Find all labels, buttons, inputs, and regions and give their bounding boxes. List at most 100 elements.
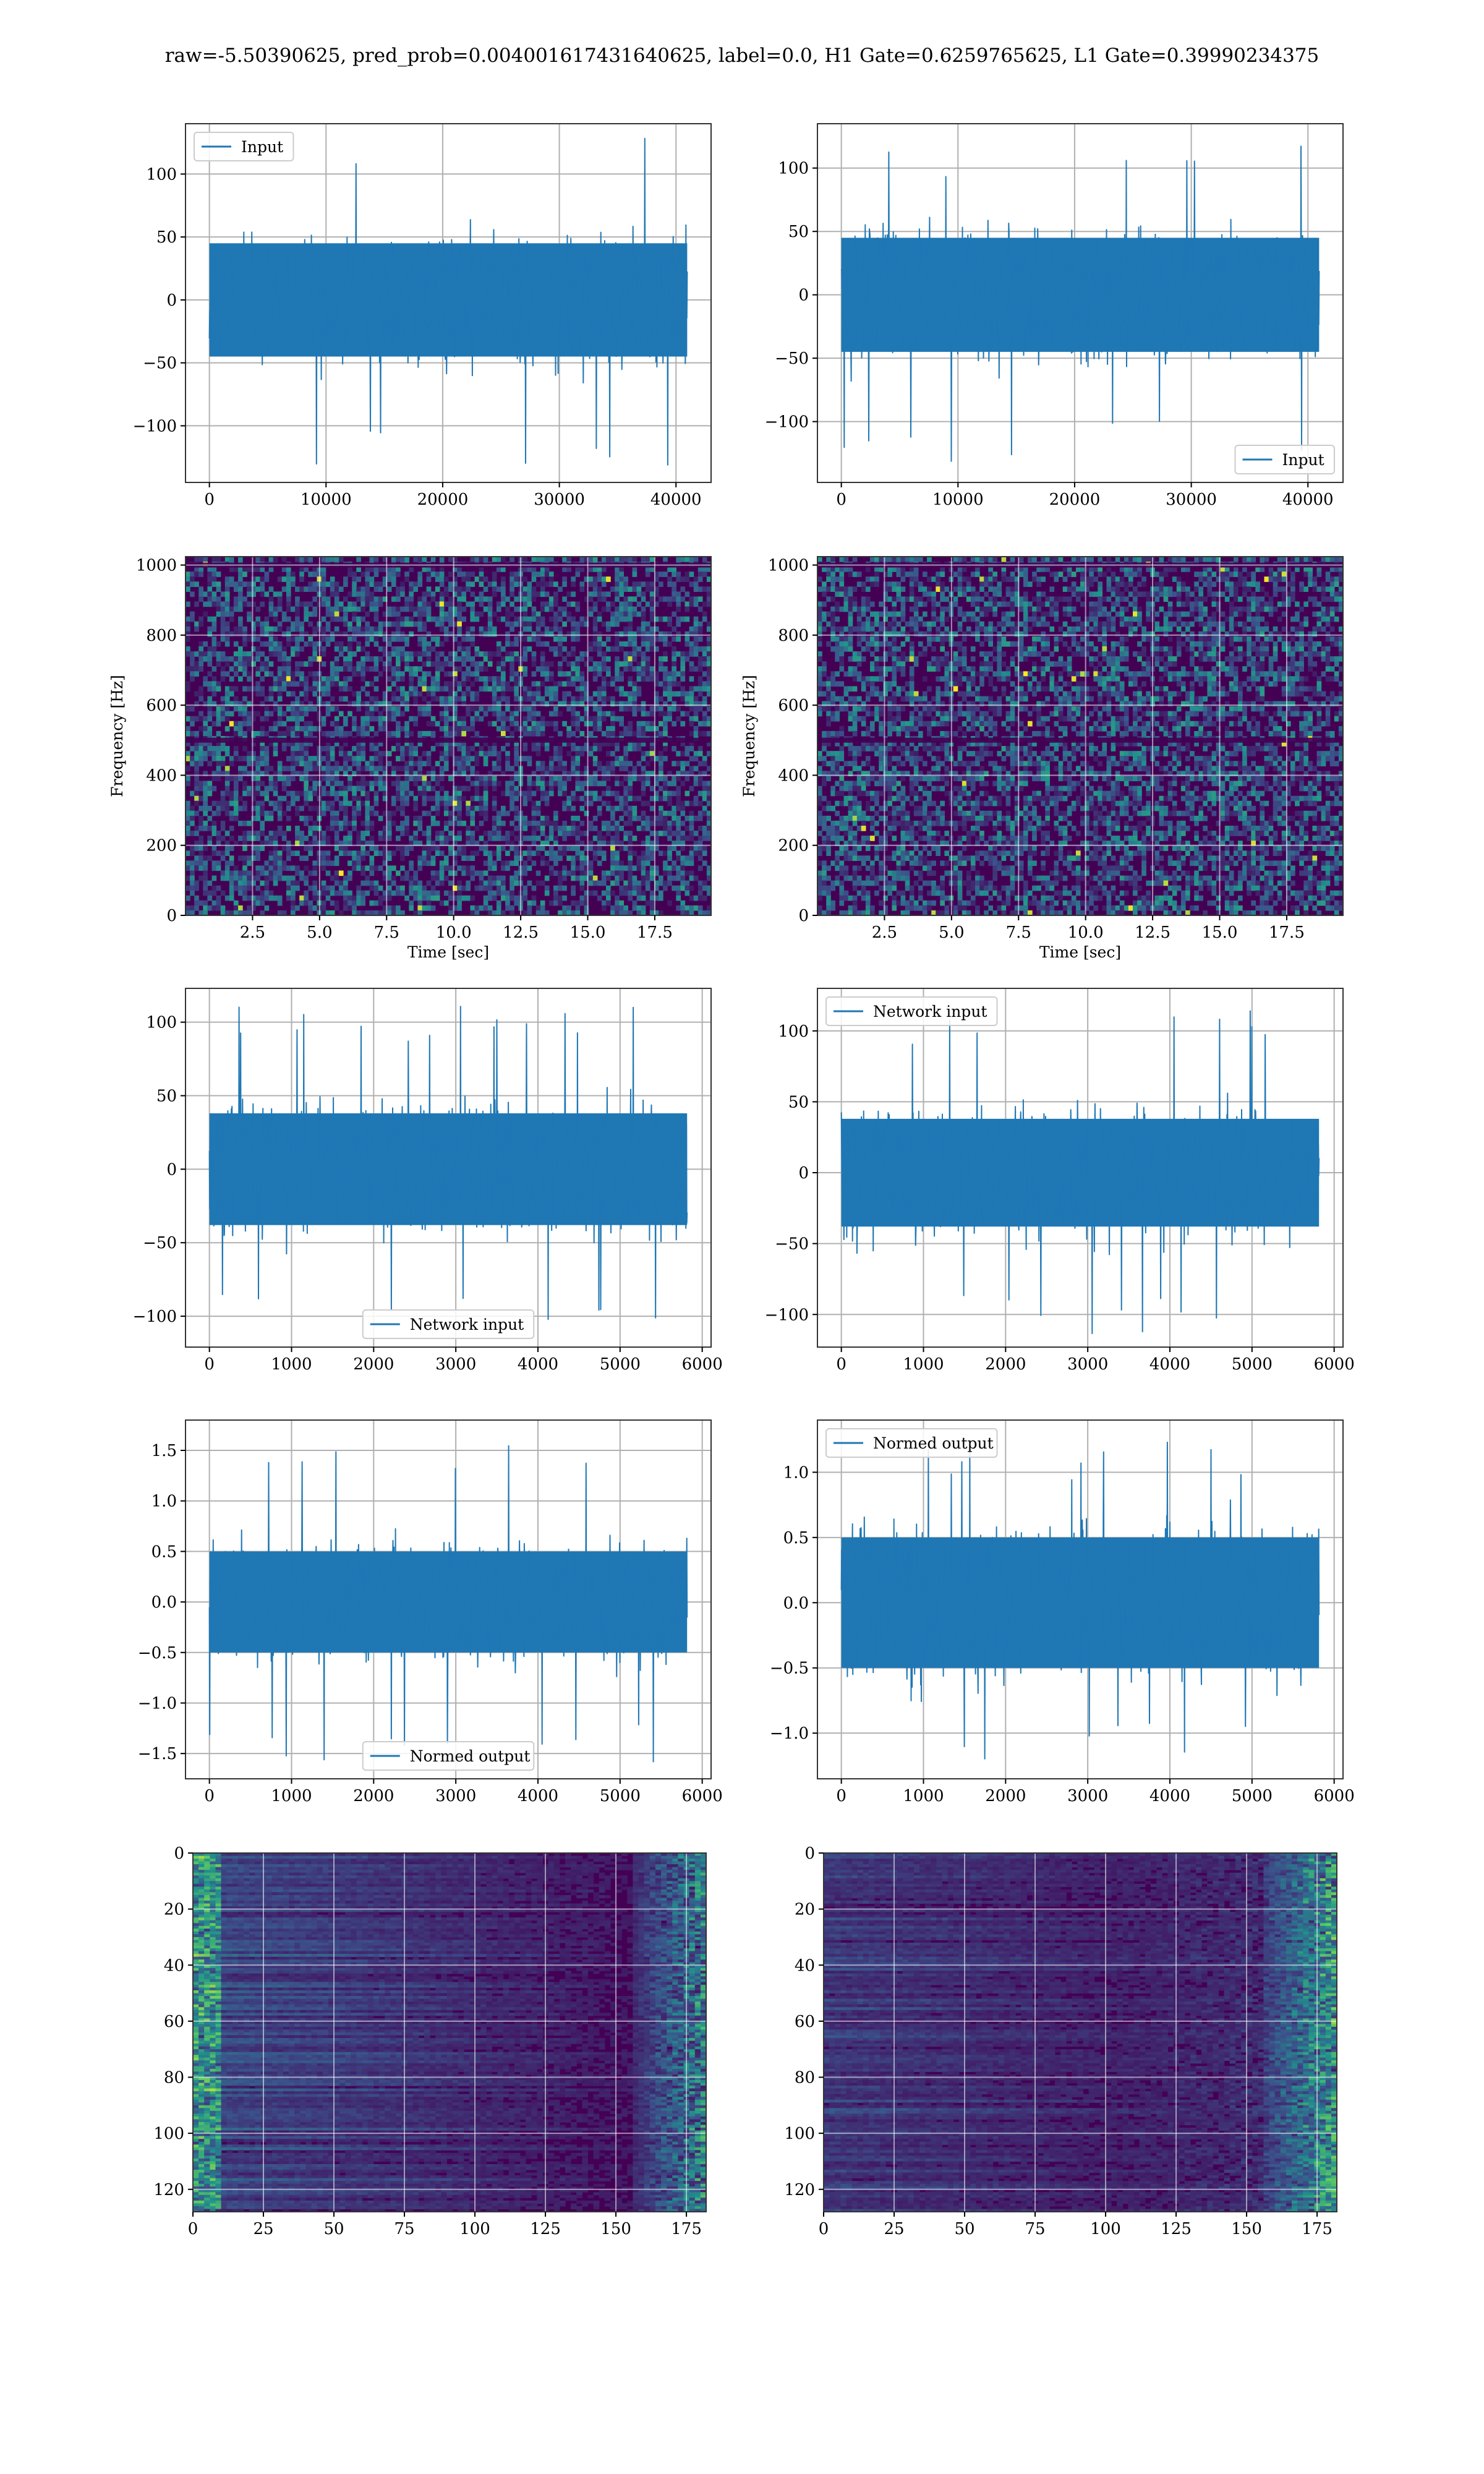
heatmap-cell <box>592 661 598 667</box>
heatmap-cell <box>281 875 287 881</box>
heatmap-cell <box>291 621 296 627</box>
heatmap-cell <box>684 751 690 756</box>
heatmap-cell <box>531 815 537 821</box>
heatmap-cell <box>676 681 681 687</box>
heatmap-cell <box>295 601 300 607</box>
heatmap-cell <box>558 895 563 901</box>
heatmap-cell <box>386 567 392 572</box>
heatmap-cell <box>619 730 624 737</box>
heatmap-cell <box>308 611 313 617</box>
heatmap-cell <box>295 805 300 811</box>
heatmap-cell <box>308 586 313 592</box>
heatmap-cell <box>645 820 650 826</box>
heatmap-cell <box>229 557 234 562</box>
heatmap-cell <box>470 870 475 876</box>
heatmap-cell <box>562 771 567 777</box>
heatmap-cell <box>562 581 567 587</box>
heatmap-cell <box>186 860 190 867</box>
heatmap-cell <box>619 691 624 697</box>
heatmap-cell <box>601 716 607 722</box>
heatmap-cell <box>404 790 409 797</box>
heatmap-cell <box>203 771 208 777</box>
heatmap-cell <box>404 795 409 802</box>
heatmap-cell <box>531 850 537 856</box>
heatmap-cell <box>649 815 655 821</box>
heatmap-cell <box>277 761 283 766</box>
heatmap-cell <box>531 746 537 751</box>
heatmap-cell <box>299 621 304 627</box>
heatmap-cell <box>321 880 326 886</box>
heatmap-cell <box>641 781 646 787</box>
heatmap-cell <box>496 651 501 657</box>
heatmap-cell <box>321 586 326 592</box>
heatmap-cell <box>588 890 594 896</box>
heatmap-cell <box>672 596 676 602</box>
heatmap-cell <box>422 850 427 856</box>
heatmap-cell <box>514 681 519 687</box>
heatmap-cell <box>575 836 581 841</box>
heatmap-cell <box>255 621 260 627</box>
heatmap-cell <box>304 820 309 826</box>
heatmap-cell <box>693 815 699 821</box>
heatmap-cell <box>365 810 370 816</box>
heatmap-cell <box>667 581 672 587</box>
heatmap-cell <box>535 571 541 577</box>
heatmap-cell <box>291 746 296 751</box>
heatmap-cell <box>373 626 379 632</box>
heatmap-cell <box>229 776 234 782</box>
heatmap-cell <box>312 880 318 886</box>
heatmap-cell <box>558 785 563 792</box>
heatmap-cell <box>338 646 344 652</box>
heatmap-cell <box>667 676 672 682</box>
heatmap-cell <box>706 820 711 826</box>
heatmap-cell <box>439 716 445 722</box>
heatmap-cell <box>382 646 388 652</box>
heatmap-cell <box>584 686 589 692</box>
heatmap-cell <box>649 631 655 637</box>
heatmap-cell <box>680 836 686 841</box>
heatmap-cell <box>386 730 392 737</box>
heatmap-cell <box>623 810 628 816</box>
heatmap-cell <box>558 636 563 642</box>
heatmap-cell <box>453 800 458 807</box>
heatmap-cell <box>628 601 633 607</box>
heatmap-cell <box>207 761 213 766</box>
heatmap-cell <box>461 646 466 652</box>
heatmap-cell <box>216 885 221 891</box>
heatmap-cell <box>479 631 484 637</box>
heatmap-cell <box>338 826 344 831</box>
heatmap-cell <box>378 895 383 901</box>
heatmap-cell <box>501 567 506 572</box>
heatmap-cell <box>610 711 615 717</box>
heatmap-cell <box>522 895 528 901</box>
heatmap-cell <box>417 865 423 871</box>
heatmap-cell <box>268 691 274 697</box>
heatmap-cell <box>352 815 357 821</box>
heatmap-cell <box>466 761 471 766</box>
heatmap-cell <box>330 616 335 622</box>
heatmap-cell <box>439 557 445 562</box>
heatmap-cell <box>338 781 344 787</box>
heatmap-cell <box>689 696 694 702</box>
heatmap-cell <box>676 601 681 607</box>
heatmap-cell <box>325 870 331 876</box>
heatmap-cell <box>378 646 383 652</box>
heatmap-cell <box>540 766 545 771</box>
heatmap-cell <box>483 751 488 756</box>
heatmap-cell <box>457 611 462 617</box>
heatmap-cell <box>233 567 239 572</box>
heatmap-cell <box>601 686 607 692</box>
heatmap-cell <box>597 845 602 851</box>
heatmap-cell <box>422 646 427 652</box>
axes-frame <box>817 123 1344 483</box>
heatmap-cell <box>299 711 304 717</box>
heatmap-cell <box>623 586 628 592</box>
heatmap-cell <box>413 671 418 677</box>
heatmap-cell <box>592 691 598 697</box>
heatmap-cell <box>522 865 528 871</box>
heatmap-cell <box>409 841 414 846</box>
heatmap-cell <box>689 810 694 816</box>
heatmap-cell <box>492 795 497 802</box>
heatmap-cell <box>360 661 365 667</box>
heatmap-cell <box>706 691 711 697</box>
